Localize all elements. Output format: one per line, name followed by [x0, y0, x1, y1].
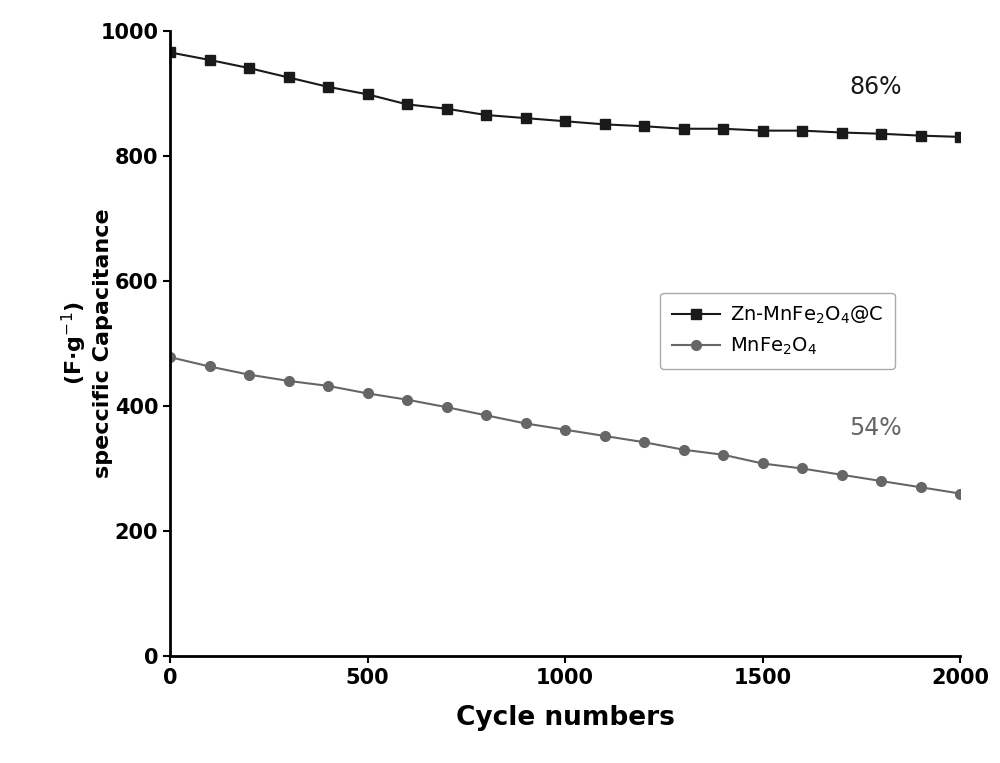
- Zn-MnFe$_2$O$_4$@C: [243, 63, 255, 72]
- MnFe$_2$O$_4$: [204, 362, 216, 371]
- MnFe$_2$O$_4$: [440, 403, 452, 412]
- MnFe$_2$O$_4$: [401, 395, 413, 404]
- Line: MnFe$_2$O$_4$: MnFe$_2$O$_4$: [165, 353, 965, 498]
- Zn-MnFe$_2$O$_4$@C: [954, 132, 966, 141]
- Legend: Zn-MnFe$_2$O$_4$@C, MnFe$_2$O$_4$: Zn-MnFe$_2$O$_4$@C, MnFe$_2$O$_4$: [660, 292, 895, 369]
- Zn-MnFe$_2$O$_4$@C: [401, 100, 413, 109]
- MnFe$_2$O$_4$: [559, 425, 571, 434]
- Zn-MnFe$_2$O$_4$@C: [480, 111, 492, 120]
- MnFe$_2$O$_4$: [322, 382, 334, 391]
- MnFe$_2$O$_4$: [480, 410, 492, 420]
- MnFe$_2$O$_4$: [598, 431, 610, 440]
- MnFe$_2$O$_4$: [638, 438, 650, 447]
- Y-axis label: (F·g$^{-1}$)
speccific Capacitance: (F·g$^{-1}$) speccific Capacitance: [60, 208, 113, 478]
- Zn-MnFe$_2$O$_4$@C: [914, 131, 926, 140]
- Text: 54%: 54%: [849, 416, 902, 439]
- Zn-MnFe$_2$O$_4$@C: [322, 82, 334, 92]
- Zn-MnFe$_2$O$_4$@C: [717, 124, 729, 134]
- MnFe$_2$O$_4$: [243, 370, 255, 379]
- Zn-MnFe$_2$O$_4$@C: [164, 48, 176, 57]
- Zn-MnFe$_2$O$_4$@C: [362, 90, 374, 99]
- MnFe$_2$O$_4$: [954, 489, 966, 498]
- Zn-MnFe$_2$O$_4$@C: [638, 121, 650, 130]
- Zn-MnFe$_2$O$_4$@C: [678, 124, 690, 134]
- MnFe$_2$O$_4$: [836, 470, 848, 479]
- Zn-MnFe$_2$O$_4$@C: [757, 126, 769, 135]
- MnFe$_2$O$_4$: [796, 464, 808, 473]
- X-axis label: Cycle numbers: Cycle numbers: [456, 705, 674, 731]
- MnFe$_2$O$_4$: [757, 459, 769, 468]
- Zn-MnFe$_2$O$_4$@C: [440, 104, 452, 113]
- Zn-MnFe$_2$O$_4$@C: [875, 129, 887, 138]
- MnFe$_2$O$_4$: [875, 476, 887, 485]
- MnFe$_2$O$_4$: [362, 389, 374, 398]
- Zn-MnFe$_2$O$_4$@C: [520, 114, 532, 123]
- Zn-MnFe$_2$O$_4$@C: [282, 72, 294, 82]
- MnFe$_2$O$_4$: [678, 445, 690, 454]
- MnFe$_2$O$_4$: [717, 450, 729, 459]
- Zn-MnFe$_2$O$_4$@C: [204, 56, 216, 65]
- Zn-MnFe$_2$O$_4$@C: [796, 126, 808, 135]
- MnFe$_2$O$_4$: [520, 419, 532, 428]
- Zn-MnFe$_2$O$_4$@C: [836, 128, 848, 137]
- Zn-MnFe$_2$O$_4$@C: [598, 120, 610, 129]
- MnFe$_2$O$_4$: [282, 376, 294, 385]
- MnFe$_2$O$_4$: [164, 353, 176, 362]
- MnFe$_2$O$_4$: [914, 483, 926, 492]
- Text: 86%: 86%: [849, 75, 902, 99]
- Zn-MnFe$_2$O$_4$@C: [559, 117, 571, 126]
- Line: Zn-MnFe$_2$O$_4$@C: Zn-MnFe$_2$O$_4$@C: [165, 47, 965, 142]
